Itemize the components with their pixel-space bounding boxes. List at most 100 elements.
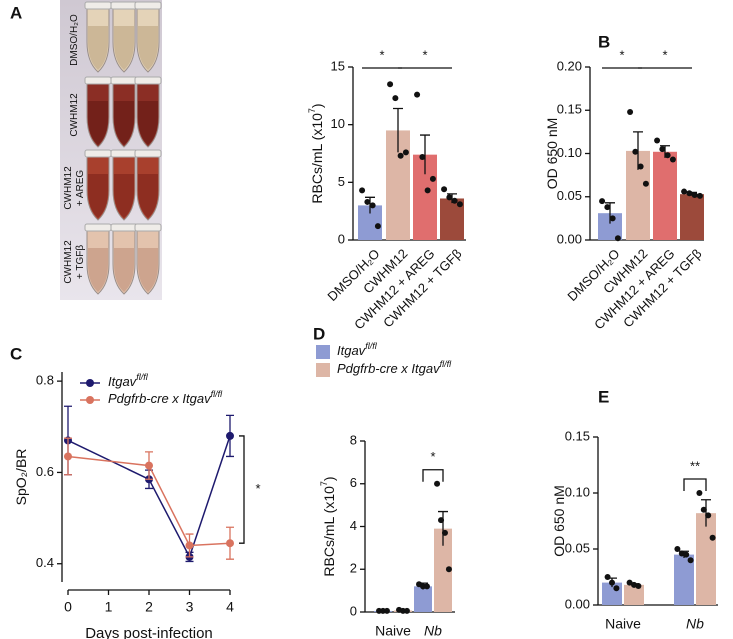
data-point: [609, 215, 616, 222]
legend-name-sup: fl/fl: [211, 389, 224, 399]
data-point: [705, 512, 712, 519]
series-line: [67, 455, 231, 547]
y-tick-label: 10: [331, 116, 345, 131]
tube-liquid: [88, 101, 108, 145]
significance-label: *: [255, 481, 260, 496]
data-point: [403, 607, 410, 614]
legend-label: Itgavfl/fl: [337, 341, 378, 358]
error-bar: [701, 499, 711, 527]
y-axis-title-end: ): [321, 476, 337, 481]
data-point: [613, 585, 620, 592]
data-point: [654, 137, 661, 144]
panel-label: C: [10, 344, 22, 363]
legend-swatch: [316, 345, 330, 359]
error-bar: [438, 510, 448, 546]
y-tick-label: 0.4: [36, 555, 54, 570]
legend-name: Itgav: [337, 343, 367, 358]
photo-label: CWHM12+ TGFβ: [63, 240, 86, 284]
tube-liquid: [138, 248, 158, 292]
y-axis-title: OD 650 nM: [551, 485, 567, 557]
significance-label: *: [430, 449, 435, 464]
y-tick-label: 0.00: [565, 596, 590, 611]
data-point: [64, 452, 72, 461]
tube-liquid: [114, 174, 134, 218]
photo-label: CWHM12: [69, 93, 80, 137]
photo-label-line: CWHM12: [63, 166, 74, 210]
bar: [653, 151, 677, 240]
data-point: [669, 156, 676, 163]
legend-label: Pdgfrb-cre x Itgavfl/fl: [108, 389, 223, 406]
data-point: [419, 153, 426, 160]
tube-liquid: [138, 174, 158, 218]
data-point: [709, 534, 716, 541]
tube-cap: [110, 149, 138, 158]
y-tick-label: 0.6: [36, 464, 54, 479]
legend-name-sup: fl/fl: [136, 372, 149, 382]
data-point: [185, 541, 194, 550]
data-point: [383, 607, 390, 614]
x-tick-label: 1: [105, 599, 113, 615]
legend-name: Pdgfrb-cre x Itgav: [108, 391, 212, 406]
data-point: [387, 81, 394, 88]
y-tick-label: 0.05: [557, 188, 582, 203]
data-point: [414, 91, 421, 98]
x-tick-label: 3: [186, 599, 194, 615]
data-point: [374, 223, 381, 230]
y-axis-title-text: SpO₂/BR: [13, 449, 29, 506]
data-point: [226, 539, 234, 548]
tube-cap: [110, 223, 138, 232]
x-tick-label: Nb: [686, 616, 704, 632]
photo-label: DMSO/H₂O: [69, 14, 80, 66]
data-point: [364, 198, 371, 205]
error-bar: [393, 107, 403, 153]
y-tick-label: 0.10: [565, 484, 590, 499]
legend-marker: [86, 379, 94, 387]
error-bar: [420, 134, 430, 175]
x-tick-label: 4: [226, 599, 234, 615]
y-axis-title: OD 650 nM: [544, 118, 560, 190]
legend-name: Pdgfrb-cre x Itgav: [337, 361, 441, 376]
y-tick-label: 0.15: [565, 428, 590, 443]
y-axis-title-sup: 7: [319, 481, 329, 486]
data-point: [635, 582, 642, 589]
tube-liquid: [88, 174, 108, 218]
data-point: [642, 180, 649, 187]
data-point: [627, 108, 634, 115]
significance-bracket: [683, 478, 707, 491]
tube-liquid: [114, 26, 134, 70]
data-point: [446, 194, 453, 201]
data-point: [441, 529, 448, 536]
y-tick-label: 0.15: [557, 102, 582, 117]
y-tick-label: 0.10: [557, 145, 582, 160]
bar: [414, 586, 432, 612]
tube-cap: [84, 149, 112, 158]
data-point: [369, 202, 376, 209]
photo-label: CWHM12+ AREG: [63, 166, 86, 210]
data-point: [687, 557, 694, 564]
bar: [434, 528, 452, 612]
photo-label-line: DMSO/H₂O: [69, 14, 80, 66]
legend-swatch: [316, 363, 330, 377]
data-point: [674, 546, 681, 552]
legend-name-sup: fl/fl: [440, 359, 453, 369]
y-axis-title-sup: 7: [307, 108, 317, 113]
y-axis-title-end: ): [309, 103, 325, 108]
panel-label: A: [10, 3, 22, 22]
legend-marker: [86, 396, 94, 404]
y-axis-title: RBCs/mL (x107): [319, 476, 336, 576]
significance-label: *: [422, 47, 427, 62]
panel-label: D: [313, 324, 325, 343]
x-tick-label: Naive: [605, 616, 641, 632]
y-axis-title-text: RBCs/mL (x10: [321, 486, 337, 577]
y-tick-label: 6: [350, 475, 357, 490]
y-tick-label: 15: [331, 58, 345, 73]
y-tick-label: 4: [350, 518, 357, 533]
significance-label: *: [379, 47, 384, 62]
y-axis-title: SpO₂/BR: [13, 449, 29, 506]
tube-cap: [84, 223, 112, 232]
tube-cap: [134, 76, 162, 85]
data-point: [683, 551, 690, 558]
bar: [624, 584, 644, 605]
data-point: [659, 146, 666, 153]
